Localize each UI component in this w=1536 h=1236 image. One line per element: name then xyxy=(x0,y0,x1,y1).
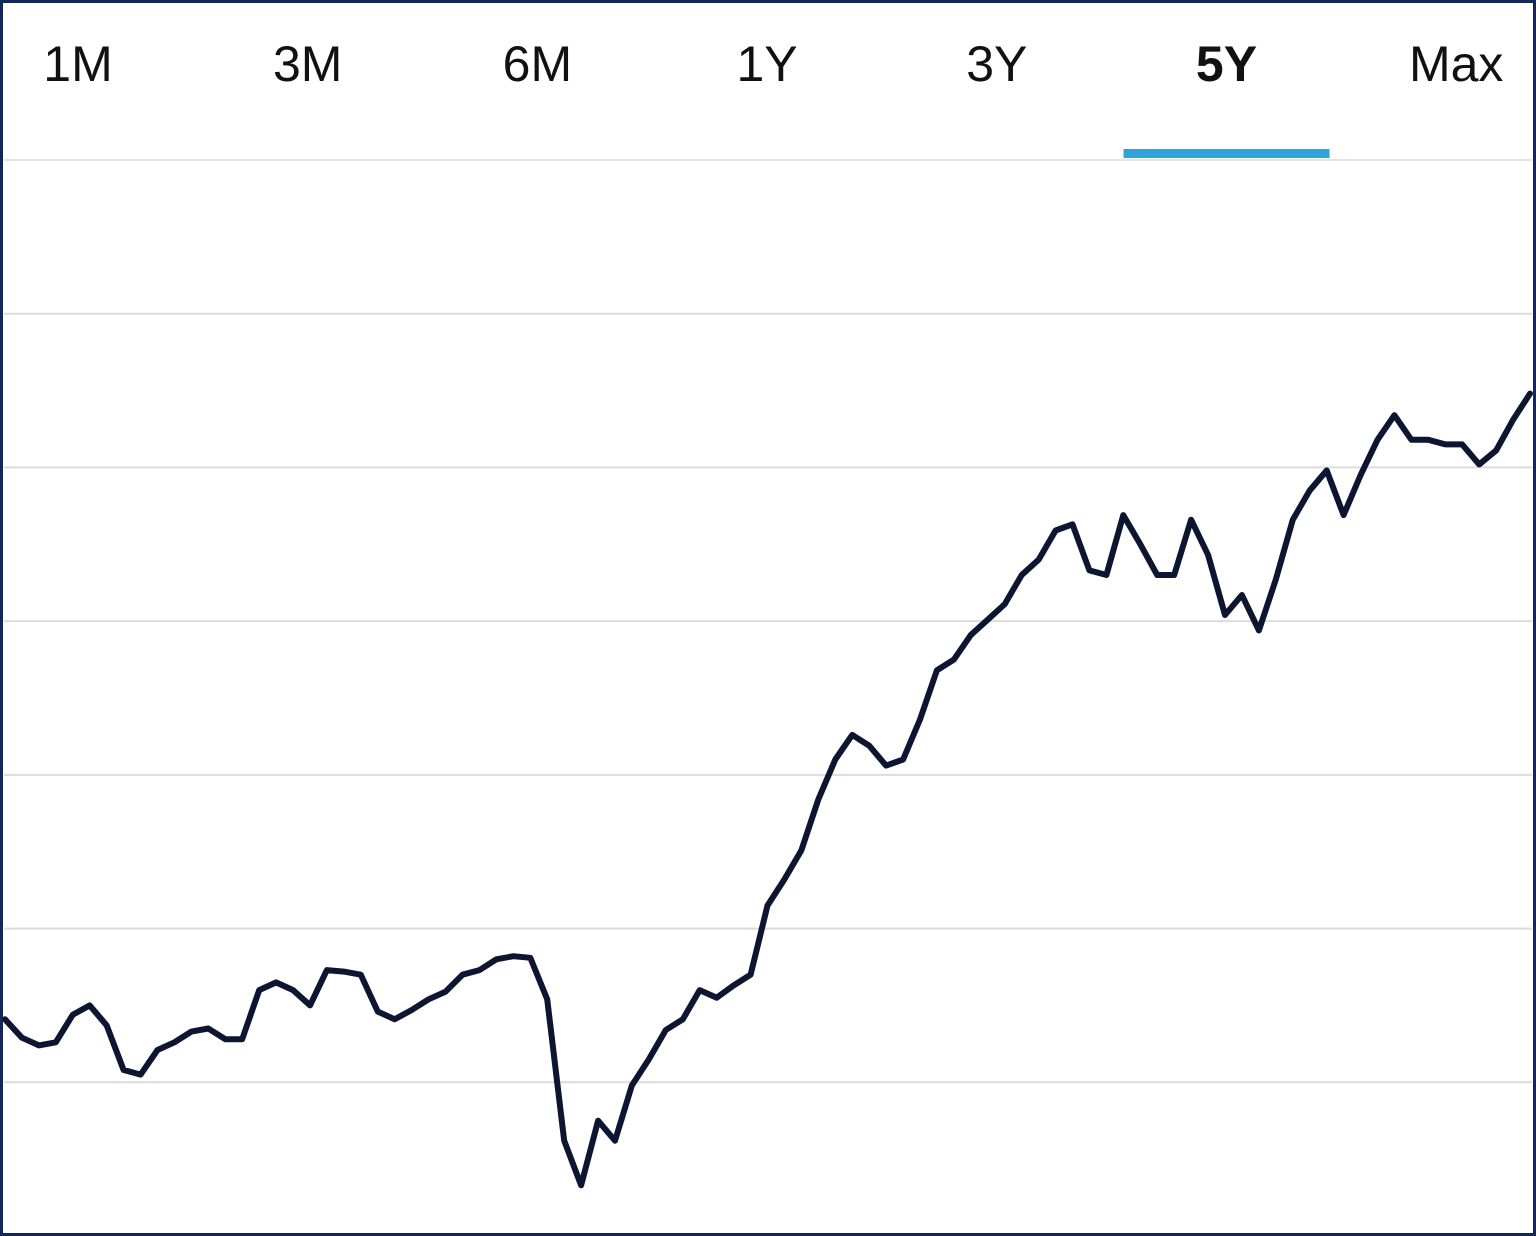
tab[interactable]: 3M xyxy=(273,36,342,92)
tab[interactable]: 5Y xyxy=(1196,36,1257,92)
tab[interactable]: 1M xyxy=(43,36,112,92)
tab-indicator xyxy=(1123,149,1330,158)
tab[interactable]: 1Y xyxy=(737,36,798,92)
tab-bar: 1M 3M 6M 1Y 3Y 5Y Max xyxy=(43,36,1503,158)
tab[interactable]: Max xyxy=(1409,36,1503,92)
tab[interactable]: 6M xyxy=(503,36,572,92)
grid xyxy=(4,312,1532,1084)
tab[interactable]: 3Y xyxy=(966,36,1027,92)
price-line xyxy=(2,390,1533,1189)
